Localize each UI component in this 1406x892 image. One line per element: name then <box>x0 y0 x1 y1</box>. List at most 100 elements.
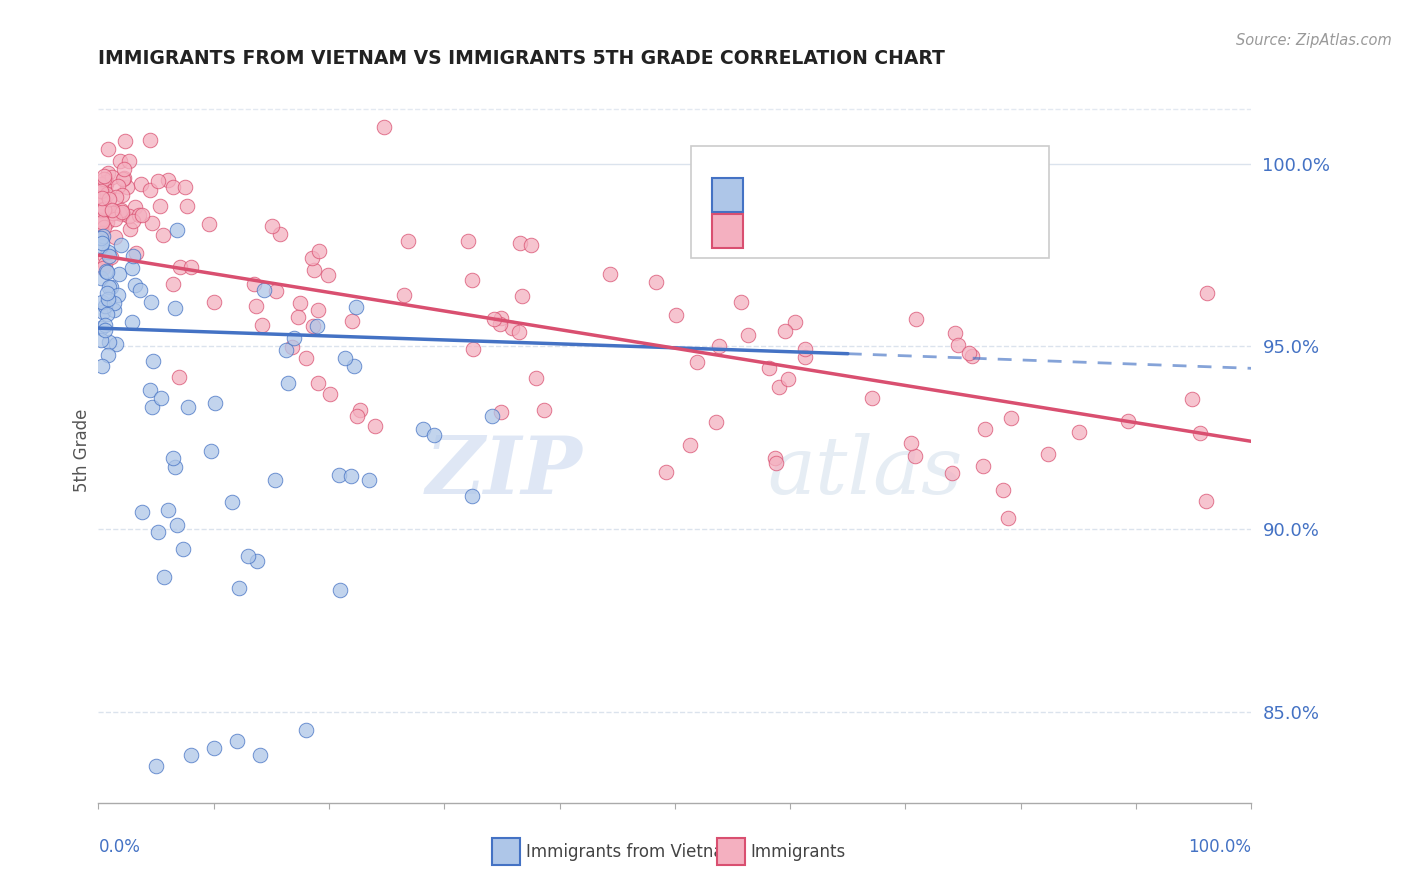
Point <box>103 206 125 220</box>
Point <box>225 733 247 747</box>
Point <box>91 228 114 243</box>
Point <box>101 169 124 184</box>
Point <box>90 321 112 335</box>
Point <box>510 289 533 303</box>
Point <box>1000 411 1022 425</box>
Point <box>93 194 115 208</box>
Point <box>124 278 146 293</box>
Point <box>121 315 143 329</box>
Point <box>118 222 141 236</box>
Point <box>396 234 419 248</box>
Point <box>91 304 114 318</box>
Point <box>260 219 283 233</box>
Point <box>90 333 112 347</box>
Point <box>197 217 219 231</box>
Point <box>110 237 132 252</box>
Point <box>763 451 786 466</box>
Point <box>307 302 329 317</box>
Point <box>91 294 114 309</box>
Text: IMMIGRANTS FROM VIETNAM VS IMMIGRANTS 5TH GRADE CORRELATION CHART: IMMIGRANTS FROM VIETNAM VS IMMIGRANTS 5T… <box>98 49 945 68</box>
Point <box>90 235 112 250</box>
Point <box>98 335 121 350</box>
Point <box>93 172 115 186</box>
Point <box>172 542 194 557</box>
Point <box>98 192 121 206</box>
Point <box>276 343 298 357</box>
Point <box>96 175 118 189</box>
Point <box>96 187 118 202</box>
Point <box>1067 425 1090 440</box>
Point <box>90 184 112 198</box>
Point <box>991 483 1014 497</box>
Point <box>343 359 366 374</box>
Point <box>302 318 325 333</box>
Point <box>94 257 117 271</box>
Point <box>107 287 129 301</box>
Point <box>679 438 702 452</box>
Point <box>346 409 368 424</box>
Point <box>319 386 342 401</box>
Point <box>108 267 131 281</box>
Point <box>111 188 134 202</box>
Point <box>97 292 120 306</box>
Point <box>962 349 984 363</box>
Point <box>957 346 980 360</box>
Point <box>115 179 138 194</box>
Point <box>180 260 202 274</box>
Point <box>128 208 150 222</box>
Point <box>145 759 167 773</box>
Point <box>242 277 264 292</box>
Point <box>93 322 115 336</box>
Point <box>460 273 482 287</box>
Point <box>773 324 796 338</box>
Point <box>900 436 922 450</box>
Point <box>287 310 309 325</box>
Y-axis label: 5th Grade: 5th Grade <box>73 409 91 492</box>
Point <box>98 280 121 294</box>
Text: Immigrants: Immigrants <box>751 843 846 861</box>
Point <box>93 219 115 234</box>
Point <box>665 309 688 323</box>
Point <box>308 244 330 258</box>
Point <box>373 120 395 135</box>
Point <box>329 582 352 597</box>
Point <box>204 396 226 410</box>
Point <box>93 203 115 218</box>
Point <box>288 296 311 310</box>
Point <box>90 194 112 209</box>
Text: Immigrants from Vietnam: Immigrants from Vietnam <box>526 843 740 861</box>
Text: atlas: atlas <box>768 433 963 510</box>
Point <box>90 203 112 218</box>
Point <box>221 495 243 509</box>
Point <box>491 405 513 419</box>
Point <box>96 307 118 321</box>
Point <box>349 402 371 417</box>
Point <box>706 415 728 429</box>
Point <box>90 191 112 205</box>
Point <box>141 216 163 230</box>
Point <box>758 361 780 376</box>
Point <box>112 172 135 186</box>
Point <box>97 245 120 260</box>
Text: Source: ZipAtlas.com: Source: ZipAtlas.com <box>1236 33 1392 48</box>
Point <box>793 343 815 357</box>
Point <box>90 219 112 233</box>
Point <box>97 249 120 263</box>
Point <box>316 268 339 282</box>
Point <box>90 239 112 253</box>
Point <box>765 456 787 470</box>
Point <box>946 338 969 352</box>
Point <box>167 370 190 384</box>
Point <box>90 230 112 244</box>
Point <box>105 336 128 351</box>
Point <box>90 220 112 235</box>
Point <box>90 216 112 230</box>
Point <box>125 246 148 260</box>
Point <box>93 250 115 264</box>
Point <box>174 180 197 194</box>
Point <box>180 748 202 763</box>
Point <box>364 418 387 433</box>
Point <box>488 318 510 332</box>
Point <box>482 312 505 326</box>
Point <box>97 348 120 362</box>
